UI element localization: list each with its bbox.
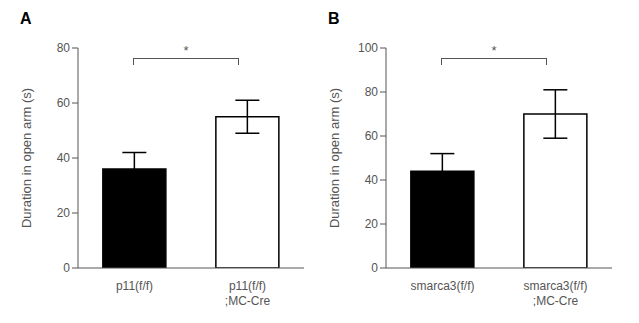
svg-text:;MC-Cre: ;MC-Cre <box>225 294 271 308</box>
html-text:B: B <box>328 10 340 27</box>
svg-text:20: 20 <box>365 217 379 231</box>
svg-text:smarca3(f/f): smarca3(f/f) <box>410 279 474 293</box>
svg-text:Duration in open arm (s): Duration in open arm (s) <box>327 88 342 228</box>
svg-text:40: 40 <box>57 151 71 165</box>
svg-text:60: 60 <box>57 96 71 110</box>
svg-text:40: 40 <box>365 173 379 187</box>
svg-text:20: 20 <box>57 206 71 220</box>
svg-text:80: 80 <box>365 85 379 99</box>
svg-text:smarca3(f/f): smarca3(f/f) <box>523 279 587 293</box>
svg-text:p11(f/f): p11(f/f) <box>229 279 266 293</box>
html-text:A: A <box>20 10 32 27</box>
svg-text:;MC-Cre: ;MC-Cre <box>533 294 579 308</box>
svg-text:60: 60 <box>365 129 379 143</box>
svg-text:p11(f/f): p11(f/f) <box>116 279 153 293</box>
svg-text:0: 0 <box>371 261 378 275</box>
svg-text:0: 0 <box>63 261 70 275</box>
svg-text:100: 100 <box>358 41 378 55</box>
svg-text:Duration in open arm (s): Duration in open arm (s) <box>19 88 34 228</box>
svg-text:80: 80 <box>57 41 71 55</box>
